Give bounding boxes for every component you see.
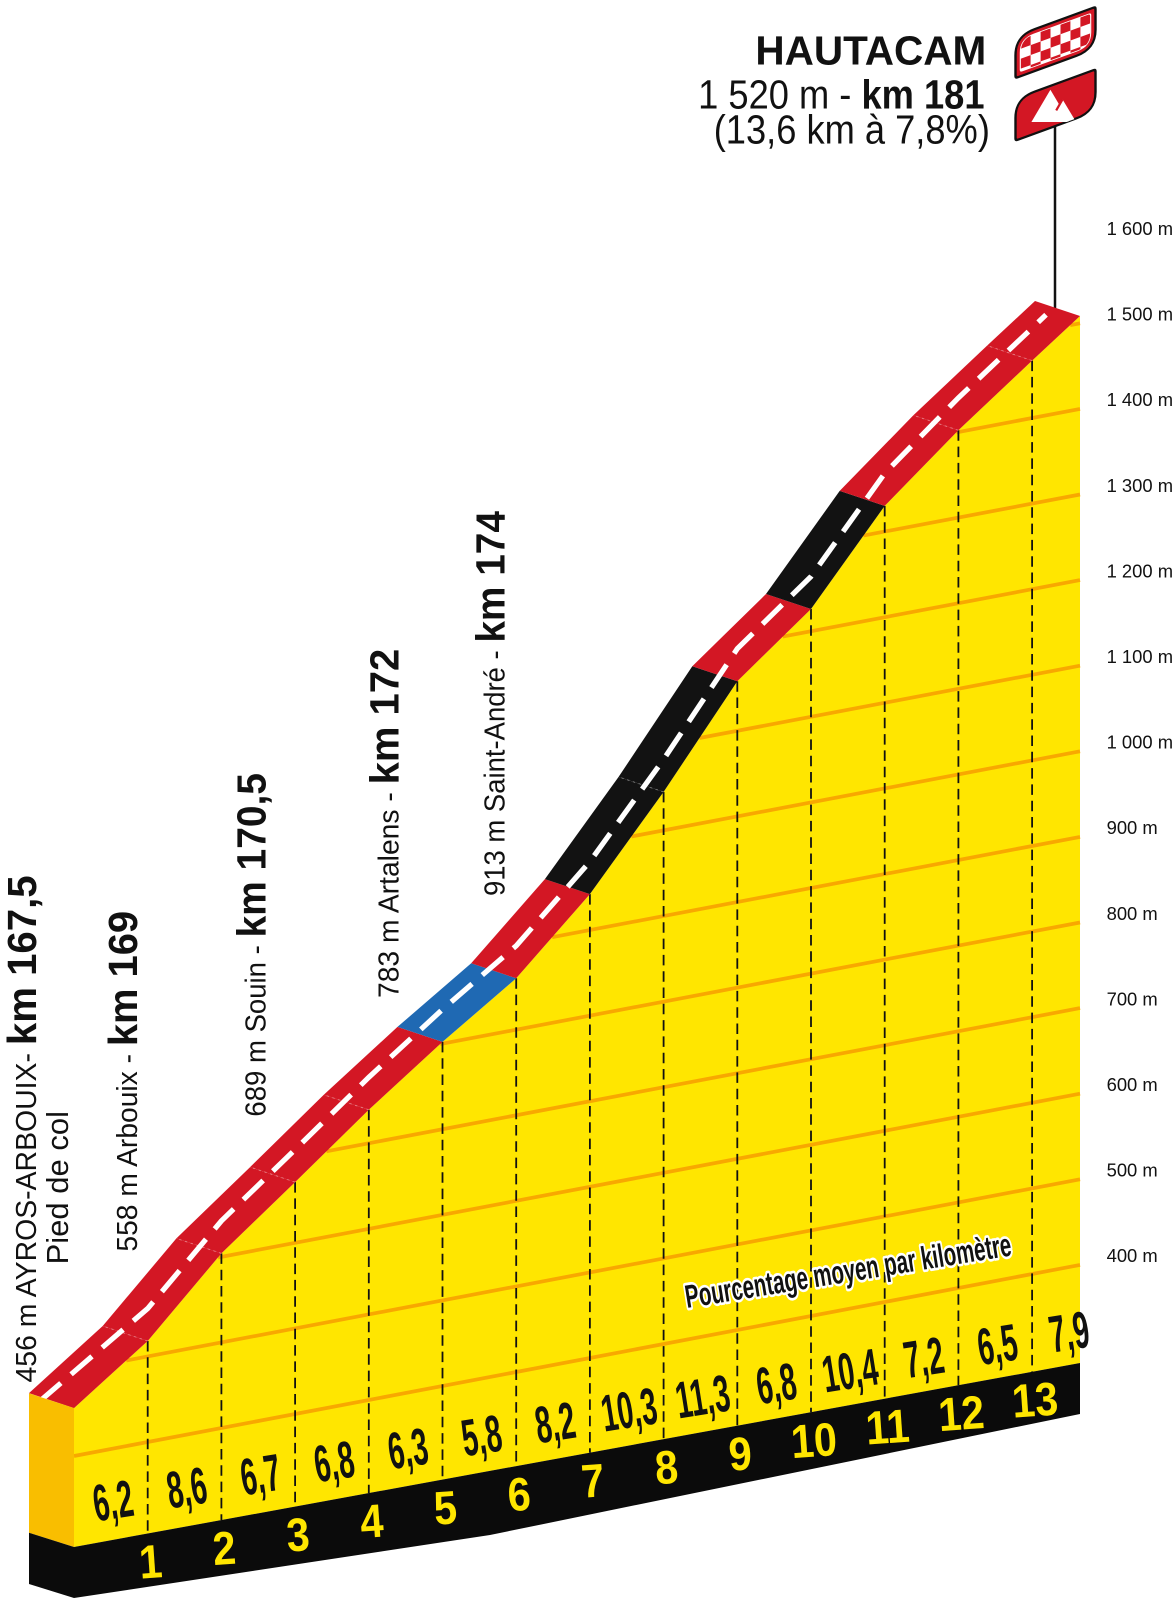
- svg-text:6,7: 6,7: [236, 1443, 284, 1507]
- svg-text:1 400 m: 1 400 m: [1107, 389, 1173, 410]
- svg-text:8: 8: [653, 1441, 680, 1495]
- svg-text:10,4: 10,4: [818, 1337, 883, 1403]
- svg-text:1 000 m: 1 000 m: [1107, 732, 1173, 753]
- svg-text:1: 1: [137, 1536, 164, 1590]
- svg-text:HAUTACAM: HAUTACAM: [755, 28, 986, 74]
- svg-text:1 500 m: 1 500 m: [1107, 304, 1173, 325]
- svg-text:6,2: 6,2: [89, 1469, 137, 1533]
- svg-text:7,9: 7,9: [1045, 1300, 1093, 1364]
- svg-text:6,8: 6,8: [752, 1352, 800, 1416]
- svg-text:689 m Souin - km 170,5: 689 m Souin - km 170,5: [230, 773, 275, 1117]
- svg-text:10,3: 10,3: [597, 1376, 661, 1442]
- svg-text:5,8: 5,8: [457, 1404, 505, 1468]
- svg-text:1 300 m: 1 300 m: [1107, 475, 1173, 496]
- svg-text:13: 13: [1010, 1373, 1060, 1428]
- svg-text:7: 7: [580, 1455, 607, 1509]
- svg-text:8,2: 8,2: [531, 1391, 579, 1455]
- svg-text:6: 6: [506, 1468, 533, 1522]
- svg-text:500 m: 500 m: [1107, 1160, 1158, 1181]
- svg-text:4: 4: [358, 1495, 385, 1549]
- svg-text:6,8: 6,8: [310, 1430, 358, 1494]
- svg-text:1 200 m: 1 200 m: [1107, 560, 1173, 581]
- svg-text:1 100 m: 1 100 m: [1107, 646, 1173, 667]
- svg-text:900 m: 900 m: [1107, 817, 1158, 838]
- svg-text:800 m: 800 m: [1107, 903, 1158, 924]
- svg-text:1 600 m: 1 600 m: [1107, 218, 1173, 239]
- svg-text:11,3: 11,3: [671, 1364, 734, 1430]
- svg-text:3: 3: [285, 1509, 312, 1563]
- svg-text:6,3: 6,3: [384, 1417, 432, 1481]
- svg-text:8,6: 8,6: [163, 1456, 211, 1520]
- svg-text:7,2: 7,2: [900, 1326, 948, 1390]
- svg-text:10: 10: [789, 1414, 839, 1469]
- svg-text:2: 2: [211, 1522, 238, 1576]
- svg-text:5: 5: [432, 1482, 459, 1536]
- svg-text:1 520 m - km 181: 1 520 m - km 181: [698, 72, 984, 118]
- svg-text:600 m: 600 m: [1107, 1074, 1158, 1095]
- svg-text:9: 9: [727, 1428, 754, 1482]
- svg-text:(13,6 km à 7,8%): (13,6 km à 7,8%): [714, 107, 990, 153]
- svg-text:11: 11: [864, 1400, 911, 1455]
- svg-text:12: 12: [937, 1387, 987, 1442]
- svg-text:6,5: 6,5: [973, 1313, 1021, 1377]
- svg-text:Pied de col: Pied de col: [40, 1111, 75, 1264]
- svg-text:400 m: 400 m: [1107, 1245, 1158, 1266]
- svg-text:700 m: 700 m: [1107, 988, 1158, 1009]
